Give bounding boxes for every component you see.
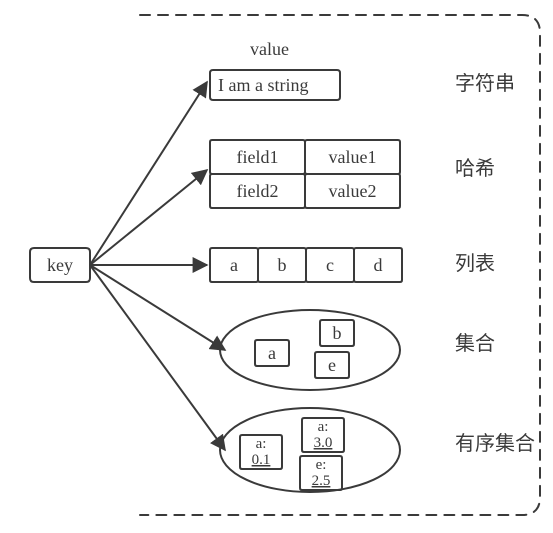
list-cell-text: b (278, 255, 287, 275)
arrow-set (90, 265, 225, 350)
zset-member-score: 2.5 (312, 473, 331, 489)
zset-member-name: a: (318, 419, 329, 435)
zset-member-score: 0.1 (252, 452, 271, 468)
zset-member-name: a: (256, 436, 267, 452)
string-value: I am a string (218, 75, 308, 95)
hash-cell-text: value2 (329, 181, 377, 201)
zset-member-name: e: (316, 457, 327, 473)
hash-cell-text: field2 (237, 181, 279, 201)
value-header: value (250, 39, 289, 59)
set-cn-label: 集合 (455, 332, 495, 355)
set-oval (220, 310, 400, 390)
string-cn-label: 字符串 (455, 72, 515, 95)
hash-cn-label: 哈希 (455, 157, 495, 180)
list-cell-text: a (230, 255, 238, 275)
set-member-text: a (268, 343, 276, 363)
list-cn-label: 列表 (455, 252, 495, 275)
key-label: key (47, 255, 73, 275)
hash-cell-text: field1 (237, 147, 279, 167)
arrow-zset (90, 265, 225, 450)
arrow-hash (90, 170, 207, 265)
hash-cell-text: value1 (329, 147, 377, 167)
set-member-text: b (333, 323, 342, 343)
zset-member-score: 3.0 (314, 435, 333, 451)
list-cell-text: d (374, 255, 383, 275)
zset-oval (220, 408, 400, 492)
list-cell-text: c (326, 255, 334, 275)
arrow-string (90, 82, 207, 265)
set-member-text: e (328, 355, 336, 375)
zset-cn-label: 有序集合 (455, 432, 535, 455)
